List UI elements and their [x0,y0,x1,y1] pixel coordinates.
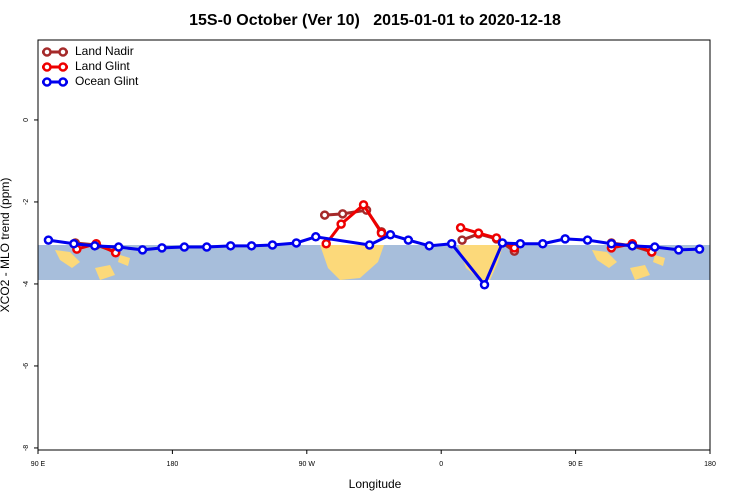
data-point [455,223,466,233]
x-tick-label: 0 [439,461,443,468]
data-point [137,245,148,255]
legend-marker [58,77,68,87]
data-point [319,210,330,220]
data-point [403,235,414,245]
land-shape [55,250,80,268]
land-shape [95,265,115,280]
y-tick-label: -8 [23,445,30,451]
chart-title: 15S-0 October (Ver 10) 2015-01-01 to 202… [189,12,561,29]
data-point [291,238,302,248]
data-point [694,244,705,254]
data-point [336,219,346,229]
data-point [225,241,236,251]
land-shape [630,265,650,280]
data-point [673,245,684,255]
data-point [497,238,508,248]
x-tick-label: 180 [704,461,716,468]
data-point [491,233,502,243]
y-tick-label: 0 [23,118,30,122]
land-shape [118,255,130,266]
data-point [246,241,257,251]
data-point [157,243,167,253]
legend-label: Land Nadir [75,44,134,58]
data-point [446,239,457,249]
land-shape [653,255,665,266]
land-shape [592,250,617,268]
y-tick-label: -6 [23,363,30,369]
legend-marker [42,77,52,87]
data-point [376,228,387,238]
map-background [38,245,710,280]
data-point [457,235,467,245]
y-axis-label: XCO2 - MLO trend (ppm) [0,178,12,313]
data-point [89,241,100,251]
legend-label: Ocean Glint [75,74,139,88]
x-tick-label: 90 E [31,461,46,468]
data-point [201,242,212,252]
data-point [364,240,375,250]
legend-marker [42,47,52,57]
data-point [267,240,278,250]
data-point [113,242,124,252]
x-tick-label: 90 W [299,461,316,468]
data-point [311,232,321,242]
data-point [337,209,348,219]
data-point [358,200,369,210]
land-shape [320,245,384,280]
data-point [385,230,396,240]
legend-marker [58,62,68,72]
data-point [179,242,190,252]
data-point [582,235,593,245]
x-axis-label: Longitude [349,477,402,491]
data-point [560,234,570,244]
data-point [479,280,490,290]
data-point [69,239,79,249]
data-point [473,228,484,238]
legend-marker [58,47,68,57]
x-tick-label: 180 [167,461,179,468]
legend-label: Land Glint [75,59,130,73]
data-point [537,239,548,249]
data-point [649,242,660,252]
data-point [321,239,331,249]
data-point [515,239,526,249]
legend-marker [42,62,52,72]
x-tick-label: 90 E [568,461,583,468]
data-point [424,241,435,251]
data-point [627,241,638,251]
data-point [606,239,617,249]
plot-frame [37,39,711,451]
y-tick-label: -4 [23,281,30,287]
y-tick-label: -2 [23,199,30,205]
data-point [43,235,54,245]
